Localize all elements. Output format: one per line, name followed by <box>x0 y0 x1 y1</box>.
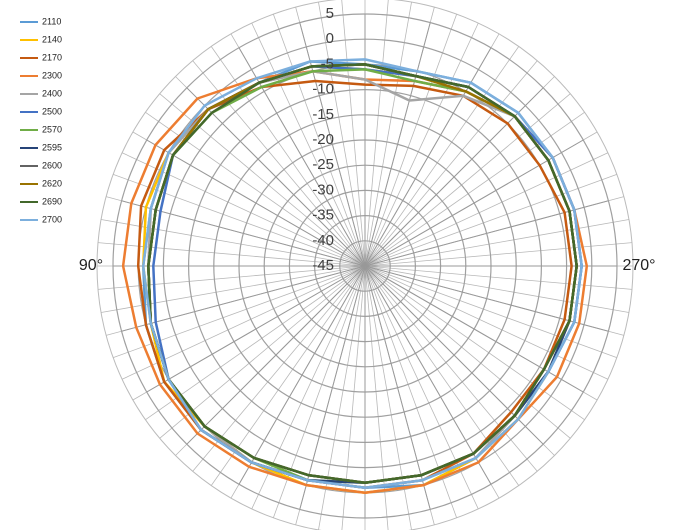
legend-label: 2300 <box>42 70 62 80</box>
r-tick-label: -20 <box>312 131 334 148</box>
spoke <box>121 200 366 267</box>
spoke <box>364 265 584 393</box>
legend-label: 2620 <box>42 178 62 188</box>
spoke <box>364 87 544 267</box>
spoke <box>364 265 609 332</box>
spoke <box>299 265 366 510</box>
minor-spoke <box>192 60 366 267</box>
spoke <box>364 47 492 267</box>
spoke <box>364 200 609 267</box>
minor-spoke <box>145 265 366 421</box>
minor-spoke <box>364 265 617 359</box>
series-line <box>141 58 583 490</box>
minor-spoke <box>318 2 366 267</box>
minor-spoke <box>113 173 366 267</box>
legend-label: 2170 <box>42 52 62 62</box>
minor-spoke <box>210 265 366 486</box>
legend-label: 2110 <box>42 16 61 26</box>
spoke <box>364 265 431 510</box>
legend-label: 2690 <box>42 196 62 206</box>
r-tick-label: -10 <box>312 81 334 98</box>
minor-spoke <box>364 152 609 267</box>
r-tick-label: -45 <box>312 257 334 274</box>
category-label: 90° <box>79 257 103 274</box>
minor-spoke <box>364 242 633 267</box>
minor-spoke <box>364 219 629 267</box>
spoke <box>186 265 366 445</box>
spoke <box>364 265 492 485</box>
minor-spoke <box>364 265 585 421</box>
spoke <box>364 265 544 445</box>
legend-label: 2600 <box>42 160 62 170</box>
legend-label: 2570 <box>42 124 62 134</box>
minor-spoke <box>364 265 520 486</box>
minor-spoke <box>364 173 617 267</box>
r-tick-label: -40 <box>312 232 334 249</box>
r-tick-label: -30 <box>312 181 334 198</box>
legend-label: 2700 <box>42 214 62 224</box>
spoke <box>146 139 366 267</box>
minor-spoke <box>97 242 366 267</box>
r-tick-label: 0 <box>326 30 334 47</box>
minor-spoke <box>364 93 571 267</box>
minor-spoke <box>364 111 585 267</box>
spoke <box>238 47 366 267</box>
minor-spoke <box>364 265 609 380</box>
spoke <box>299 22 366 267</box>
legend-label: 2140 <box>42 34 62 44</box>
spoke <box>121 265 366 332</box>
minor-spoke <box>364 265 571 439</box>
minor-spoke <box>318 265 366 530</box>
category-label: 270° <box>622 257 655 274</box>
legend-label: 2400 <box>42 88 62 98</box>
minor-spoke <box>364 265 479 510</box>
spoke <box>146 265 366 393</box>
minor-spoke <box>272 14 366 267</box>
minor-spoke <box>341 0 366 267</box>
r-tick-label: -15 <box>312 106 334 123</box>
minor-spoke <box>272 265 366 518</box>
spoke <box>238 265 366 485</box>
r-tick-label: -35 <box>312 207 334 224</box>
legend-label: 2595 <box>42 142 62 152</box>
minor-spoke <box>210 46 366 267</box>
minor-spoke <box>251 22 366 267</box>
r-tick-label: 5 <box>326 5 334 22</box>
legend-label: 2500 <box>42 106 62 116</box>
spoke <box>186 87 366 267</box>
minor-spoke <box>341 265 366 530</box>
minor-spoke <box>364 265 538 472</box>
spoke <box>364 139 584 267</box>
r-tick-label: -25 <box>312 156 334 173</box>
minor-spoke <box>364 46 520 267</box>
minor-spoke <box>364 0 389 267</box>
minor-spoke <box>364 60 538 267</box>
minor-spoke <box>364 22 479 267</box>
minor-spoke <box>97 265 366 290</box>
minor-spoke <box>364 265 629 313</box>
minor-spoke <box>364 265 633 290</box>
minor-spoke <box>159 265 366 439</box>
r-tick-label: -5 <box>321 55 334 72</box>
minor-spoke <box>364 2 412 267</box>
spoke <box>364 22 431 267</box>
minor-spoke <box>364 265 389 530</box>
minor-spoke <box>364 14 458 267</box>
